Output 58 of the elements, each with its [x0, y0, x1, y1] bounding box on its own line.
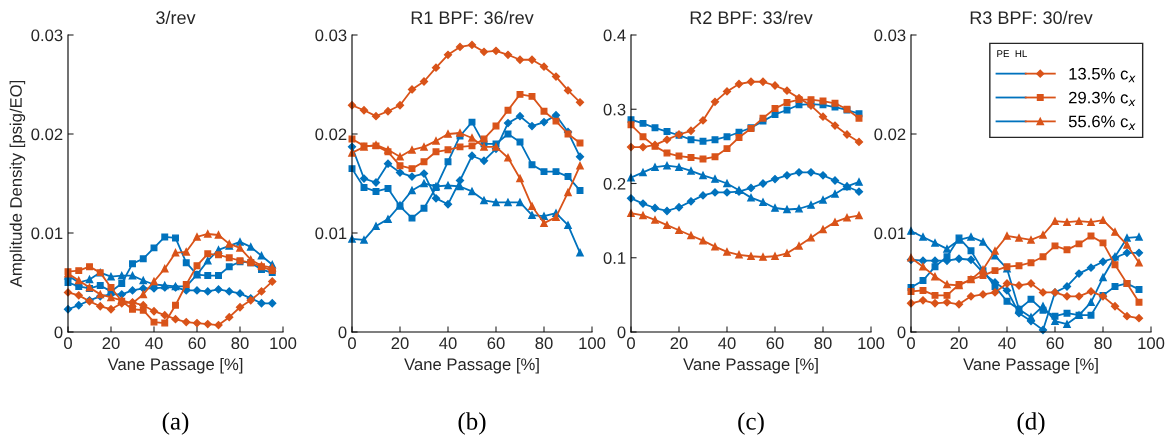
y-tick-label: 0.2	[603, 177, 626, 190]
y-tick-label: 0.01	[31, 227, 63, 240]
legend-label: 13.5% c$_{x}$	[1069, 67, 1136, 83]
y-tick-label: 0	[54, 326, 63, 339]
y-tick-label: 0	[897, 326, 906, 339]
chart-title: R3 BPF: 30/rev	[970, 10, 1093, 25]
x-tick-label: 100	[858, 337, 885, 350]
x-tick-label: 60	[487, 337, 505, 350]
x-tick-label: 20	[391, 337, 409, 350]
y-tick-label: 0.03	[315, 29, 347, 42]
chart-title: R2 BPF: 33/rev	[690, 10, 813, 25]
x-tick-label: 100	[270, 337, 297, 350]
x-tick-label: 20	[950, 337, 968, 350]
legend-label: 29.3% c$_{x}$	[1069, 91, 1136, 107]
x-tick-label: 40	[998, 337, 1016, 350]
x-tick-label: 40	[439, 337, 457, 350]
x-tick-label: 40	[145, 337, 163, 350]
text: (b)	[458, 412, 486, 435]
x-tick-label: 60	[1046, 337, 1064, 350]
x-tick-label: 20	[670, 337, 688, 350]
y-tick-label: 0.3	[603, 103, 626, 116]
legend-label: 55.6% c$_{x}$	[1068, 115, 1136, 130]
x-axis-title: Vane Passage [%]	[107, 357, 243, 374]
x-tick-label: 80	[1094, 337, 1112, 350]
x-tick-label: 40	[718, 337, 736, 350]
x-tick-label: 0	[64, 337, 72, 350]
x-tick-label: 60	[766, 337, 784, 350]
x-tick-label: 20	[102, 337, 120, 350]
y-tick-label: 0.01	[874, 227, 906, 240]
text: (c)	[738, 412, 764, 435]
y-axis-title: Amplitude Density [psig/EO]	[9, 80, 26, 288]
text: (d)	[1017, 412, 1045, 435]
y-tick-label: 0.02	[31, 128, 63, 141]
x-tick-label: 0	[348, 337, 356, 350]
x-axis-title: Vane Passage [%]	[683, 357, 818, 374]
chart-title: R1 BPF: 36/rev	[411, 10, 534, 25]
x-tick-label: 80	[535, 337, 553, 350]
y-tick-label: 0.03	[874, 29, 906, 42]
y-tick-label: 0.01	[315, 227, 347, 240]
x-tick-label: 100	[579, 337, 606, 350]
x-axis-title: Vane Passage [%]	[404, 357, 539, 374]
x-tick-label: 80	[231, 337, 249, 350]
y-tick-label: 0.03	[31, 29, 63, 42]
x-tick-label: 60	[188, 337, 206, 350]
y-tick-label: 0.1	[603, 252, 626, 264]
y-tick-label: 0.4	[603, 29, 626, 42]
y-tick-label: 0	[617, 326, 626, 339]
x-tick-label: 0	[627, 337, 635, 350]
y-tick-label: 0.02	[874, 128, 906, 141]
text: (a)	[162, 412, 189, 435]
y-tick-label: 0	[338, 326, 347, 339]
x-tick-label: 0	[907, 337, 915, 350]
x-tick-label: 100	[1138, 337, 1165, 350]
legend-title: PE HL	[997, 50, 1027, 58]
x-axis-title: Vane Passage [%]	[963, 357, 1098, 374]
y-tick-label: 0.02	[315, 128, 347, 141]
x-tick-label: 80	[814, 337, 832, 350]
chart-title: 3/rev	[156, 10, 196, 25]
